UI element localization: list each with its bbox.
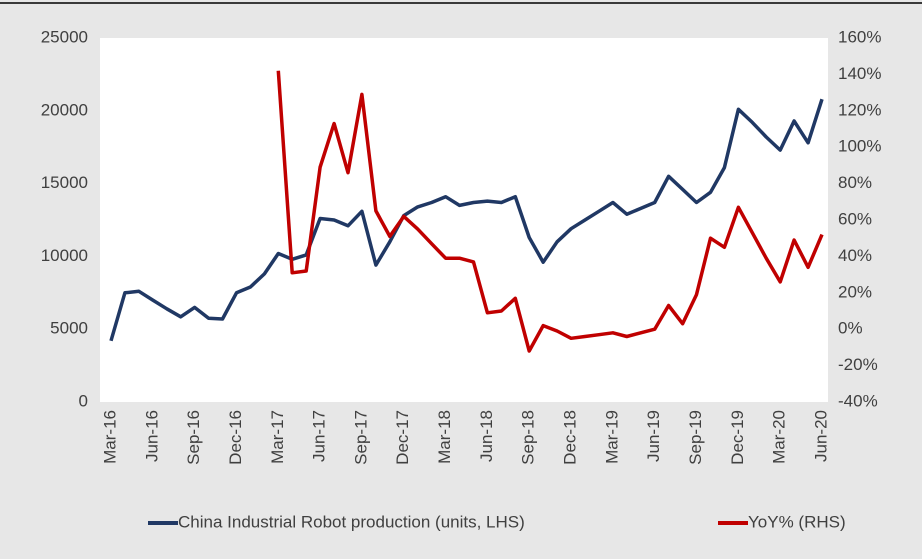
x-tick-label: Sep-18 (519, 410, 538, 465)
y2-tick-label: 0% (838, 319, 863, 338)
x-tick-label: Mar-19 (602, 410, 621, 464)
x-tick-label: Mar-20 (770, 410, 789, 464)
y2-tick-label: 160% (838, 27, 881, 46)
x-tick-label: Jun-17 (310, 410, 329, 462)
series-line (276, 70, 824, 353)
y2-tick-label: 40% (838, 246, 872, 265)
x-tick-label: Jun-20 (811, 410, 830, 462)
legend-label: China Industrial Robot production (units… (178, 512, 525, 531)
x-tick-label: Sep-17 (351, 410, 370, 465)
y-tick-label: 0 (79, 391, 88, 410)
y2-tick-label: 20% (838, 282, 872, 301)
x-tick-label: Mar-18 (435, 410, 454, 464)
x-tick-label: Dec-19 (728, 410, 747, 465)
y-tick-label: 10000 (41, 246, 88, 265)
y2-tick-label: 140% (838, 64, 881, 83)
x-tick-label: Dec-16 (226, 410, 245, 465)
y2-tick-label: 60% (838, 209, 872, 228)
y2-tick-label: 120% (838, 100, 881, 119)
y2-tick-label: -40% (838, 391, 878, 410)
legend-label: YoY% (RHS) (748, 512, 846, 531)
x-tick-label: Sep-19 (686, 410, 705, 465)
x-tick-label: Jun-18 (477, 410, 496, 462)
x-tick-label: Sep-16 (184, 410, 203, 465)
x-tick-label: Jun-16 (142, 410, 161, 462)
x-tick-label: Mar-16 (100, 410, 119, 464)
y2-tick-label: 80% (838, 173, 872, 192)
y-tick-label: 15000 (41, 173, 88, 192)
x-tick-label: Dec-17 (393, 410, 412, 465)
y-tick-label: 20000 (41, 100, 88, 119)
y-tick-label: 5000 (50, 319, 88, 338)
x-tick-label: Mar-17 (268, 410, 287, 464)
y2-tick-label: -20% (838, 355, 878, 374)
y2-tick-label: 100% (838, 137, 881, 156)
series-line (109, 98, 824, 342)
x-tick-label: Jun-19 (644, 410, 663, 462)
x-tick-label: Dec-18 (561, 410, 580, 465)
plot-area (100, 38, 828, 402)
y-tick-label: 25000 (41, 27, 88, 46)
